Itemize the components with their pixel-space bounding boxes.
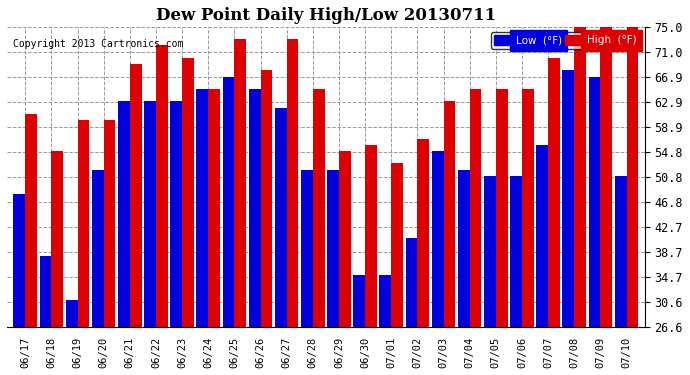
Bar bbox=[458, 170, 470, 327]
Bar bbox=[380, 275, 391, 327]
Bar bbox=[574, 27, 586, 327]
Bar bbox=[130, 64, 141, 327]
Title: Dew Point Daily High/Low 20130711: Dew Point Daily High/Low 20130711 bbox=[156, 7, 496, 24]
Bar bbox=[522, 89, 534, 327]
Bar bbox=[313, 89, 324, 327]
Bar bbox=[144, 101, 156, 327]
Bar bbox=[406, 238, 417, 327]
Bar bbox=[286, 39, 299, 327]
Legend: Low  (°F), High  (°F): Low (°F), High (°F) bbox=[491, 32, 640, 49]
Bar bbox=[470, 89, 482, 327]
Bar bbox=[39, 256, 51, 327]
Bar bbox=[208, 89, 220, 327]
Bar bbox=[353, 275, 365, 327]
Bar bbox=[562, 70, 574, 327]
Bar bbox=[615, 176, 627, 327]
Bar bbox=[77, 120, 89, 327]
Bar bbox=[170, 101, 182, 327]
Bar bbox=[510, 176, 522, 327]
Bar bbox=[391, 164, 403, 327]
Text: Copyright 2013 Cartronics.com: Copyright 2013 Cartronics.com bbox=[13, 39, 184, 49]
Bar bbox=[26, 114, 37, 327]
Bar bbox=[432, 151, 444, 327]
Bar bbox=[536, 145, 548, 327]
Bar bbox=[600, 27, 612, 327]
Bar bbox=[548, 58, 560, 327]
Bar bbox=[156, 45, 168, 327]
Bar bbox=[51, 151, 63, 327]
Bar bbox=[327, 170, 339, 327]
Bar bbox=[235, 39, 246, 327]
Bar bbox=[104, 120, 115, 327]
Bar bbox=[627, 27, 638, 327]
Bar bbox=[339, 151, 351, 327]
Bar bbox=[182, 58, 194, 327]
Bar bbox=[417, 138, 429, 327]
Bar bbox=[496, 89, 508, 327]
Bar bbox=[14, 194, 26, 327]
Bar bbox=[197, 89, 208, 327]
Bar bbox=[66, 300, 77, 327]
Bar bbox=[92, 170, 104, 327]
Bar bbox=[261, 70, 273, 327]
Bar bbox=[484, 176, 496, 327]
Bar bbox=[365, 145, 377, 327]
Bar bbox=[118, 101, 130, 327]
Bar bbox=[589, 76, 600, 327]
Bar bbox=[223, 76, 235, 327]
Bar bbox=[275, 108, 286, 327]
Bar bbox=[444, 101, 455, 327]
Bar bbox=[301, 170, 313, 327]
Bar bbox=[249, 89, 261, 327]
